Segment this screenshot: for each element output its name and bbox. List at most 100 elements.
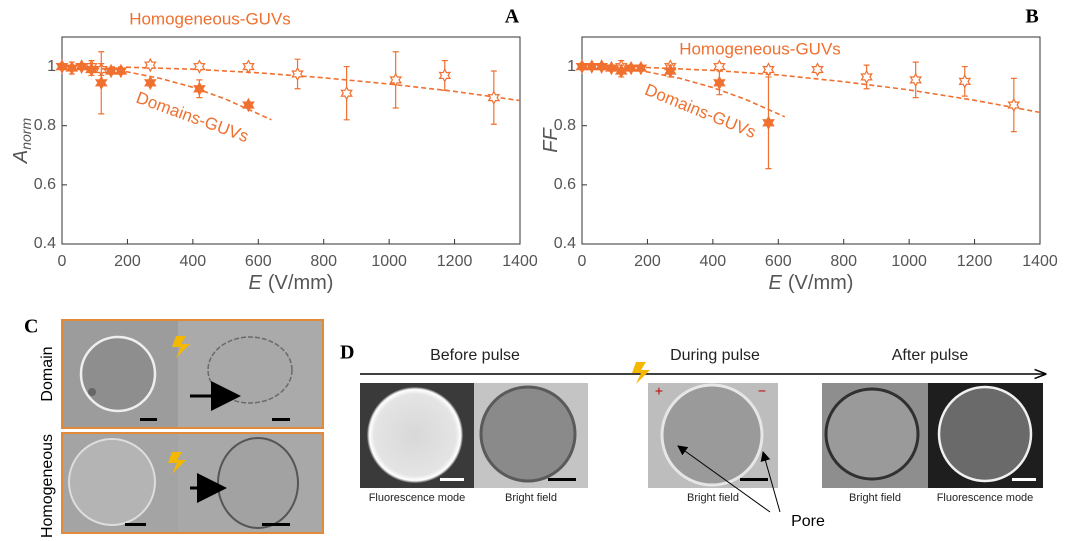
x-tick-label: 1000 [371,253,407,270]
x-tick-label: 1200 [437,253,473,270]
stage-label: During pulse [670,347,760,364]
panel-label: D [340,342,354,364]
y-tick-label: 0.6 [34,176,56,193]
vesicle [660,383,764,487]
y-tick-label: 0.8 [554,117,576,134]
x-tick-label: 400 [700,253,727,270]
x-tick-label: 0 [58,253,67,270]
x-label-symbol: E [249,272,263,294]
y-tick-label: 0.4 [34,235,56,252]
data-point [762,115,775,131]
x-tick-label: 600 [245,253,272,270]
plot-frame [581,36,1041,245]
pore-arrow [677,445,771,513]
data-point [438,68,452,83]
chart: 0 200 400 600 800 1000 1200 1400 0.4 0.6 0.8 1 E (V/m… [540,6,1058,295]
panel-label: B [1025,6,1038,28]
fit-curve [581,65,1041,114]
plot-frame [61,36,521,245]
data-point [585,59,599,74]
data-point [909,72,923,88]
data-point [291,66,304,82]
scale-bar [125,523,146,526]
lightning [168,452,186,474]
data-point [762,62,775,77]
data-point [114,63,128,79]
data-point [75,59,88,74]
data-point [340,85,353,101]
x-tick-label: 600 [765,253,792,270]
data-point [605,60,618,76]
panel-label: C [24,316,38,338]
y-tick-label: 0.6 [554,176,576,193]
vesicle [68,438,156,526]
data-point [389,72,403,88]
caption: Bright field [849,492,901,504]
x-label-unit: (V/mm) [788,272,854,294]
border [61,319,324,429]
data-point [860,69,873,85]
panel-c: C Domain Homogeneous [24,316,324,538]
y-label-subscript: norm [18,118,34,150]
vesicle [217,437,299,529]
y-axis-label: Anorm [10,118,33,165]
data-point [55,59,69,74]
x-tick-label: 200 [114,253,141,270]
x-label-unit: (V/mm) [268,272,334,294]
scale-bar [140,418,157,421]
series-annotation: Domains-GUVs [134,88,251,146]
y-axis-label: FF [540,127,562,153]
caption: Bright field [505,492,557,504]
caption: Bright field [687,492,739,504]
y-tick-label: 1 [567,58,576,75]
vesicle [79,335,157,413]
lightning [632,362,650,384]
data-point [487,90,501,105]
y-tick-label: 0.8 [34,117,56,134]
vesicle [479,385,577,483]
pore-arrow [760,451,781,513]
data-point [663,63,677,79]
panel-d: D Before pulse During pulse After pulse … [340,342,1045,530]
pore-label: Pore [791,513,825,530]
x-tick-label: 1400 [502,253,538,270]
x-tick-label: 1400 [1022,253,1058,270]
row-label: Domain [39,346,56,401]
series-annotation: Homogeneous-GUVs [129,9,291,28]
fit-curve [61,65,521,102]
scale-bar [548,478,576,481]
data-point [811,62,824,77]
y-label-symbol: A [10,150,32,164]
border [61,432,324,534]
caption: Fluorescence mode [369,492,466,504]
data-point [614,63,628,79]
data-point [85,62,98,77]
scale-bar [440,478,464,481]
stage-label: After pulse [892,347,969,364]
data-point [575,59,589,74]
stage-label: Before pulse [430,347,520,364]
polarity: + [655,383,663,399]
data-point [634,60,648,76]
scale-bar [262,523,290,526]
y-label-symbol: FF [540,127,562,153]
x-label-symbol: E [769,272,783,294]
x-tick-label: 800 [310,253,337,270]
scale-bar [272,418,290,421]
vesicle [367,387,463,483]
scale-bar [1012,478,1036,481]
y-tick-label: 1 [47,58,56,75]
data-point [143,57,157,73]
x-tick-label: 200 [634,253,661,270]
data-point [242,97,255,113]
data-point [595,59,608,74]
data-point [193,59,206,74]
scale-bar [740,478,768,481]
x-tick-label: 400 [180,253,207,270]
data-point [193,81,206,97]
particle [88,388,96,396]
y-tick-label: 0.4 [554,235,576,252]
x-tick-label: 1000 [891,253,927,270]
data-point [242,59,255,74]
